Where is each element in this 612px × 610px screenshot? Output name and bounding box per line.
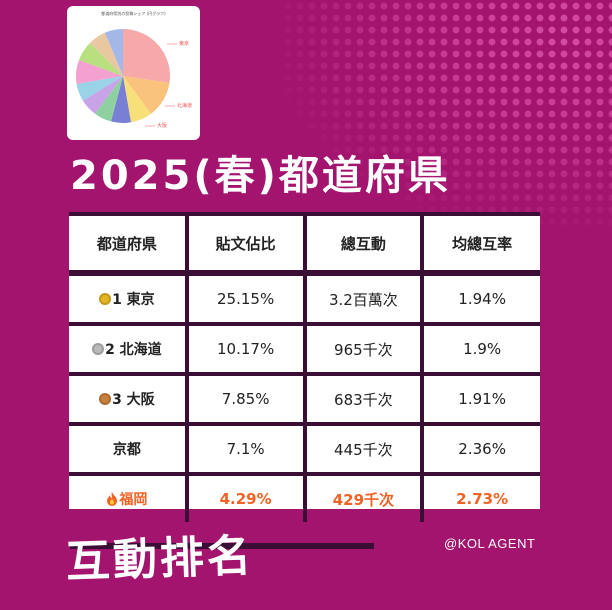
dot-pattern-decoration xyxy=(282,0,612,230)
share-cell: 7.85% xyxy=(186,374,307,426)
page-title: 2025(春)都道府県 xyxy=(70,153,451,199)
rate-cell: 2.73% xyxy=(456,490,509,508)
thumbnail-label-tokyo: 東京 xyxy=(179,40,189,47)
interactions-cell: 683千次 xyxy=(304,374,425,426)
ranking-table-container: 都道府県 貼文佔比 總互動 均總互率 1 東京 25.15% 3.2百萬次 1.… xyxy=(69,212,540,522)
silver-medal-icon xyxy=(92,343,105,355)
interactions-cell: 965千次 xyxy=(304,324,425,376)
thumbnail-label-osaka: 大阪 xyxy=(157,122,167,129)
share-cell: 25.15% xyxy=(186,273,307,326)
prefecture-name: 3 大阪 xyxy=(112,392,155,408)
pie-chart-thumbnail: 都道府県別の投稿シェア (円グラフ) 東京 北海道 大阪 xyxy=(67,6,200,140)
credit-text: @KOL AGENT xyxy=(444,536,536,551)
table-row: 2 北海道 10.17% 965千次 1.9% xyxy=(69,324,540,376)
gold-medal-icon xyxy=(99,293,112,305)
prefecture-cell: 福岡 xyxy=(69,474,189,522)
prefecture-name: 1 東京 xyxy=(112,292,155,308)
share-cell: 10.17% xyxy=(186,324,307,376)
prefecture-name: 福岡 xyxy=(119,492,148,508)
table-row: 1 東京 25.15% 3.2百萬次 1.94% xyxy=(69,273,540,326)
rate-cell: 1.91% xyxy=(422,374,540,426)
share-cell: 7.1% xyxy=(186,424,307,476)
interactions-cell: 429千次 xyxy=(304,474,425,522)
table-row: 京都 7.1% 445千次 2.36% xyxy=(69,424,540,476)
fire-icon xyxy=(107,492,118,506)
prefecture-cell: 2 北海道 xyxy=(69,324,189,376)
prefecture-name: 京都 xyxy=(112,442,141,458)
rate-cell: 1.94% xyxy=(422,273,540,326)
interactions-cell: 3.2百萬次 xyxy=(304,273,425,326)
interactions-cell: 445千次 xyxy=(304,424,425,476)
table-header-row: 都道府県 貼文佔比 總互動 均總互率 xyxy=(69,212,540,276)
rate-cell: 1.9% xyxy=(422,324,540,376)
ranking-table: 都道府県 貼文佔比 總互動 均總互率 1 東京 25.15% 3.2百萬次 1.… xyxy=(69,212,540,522)
thumbnail-label-hokkaido: 北海道 xyxy=(177,102,192,109)
pie-chart-graphic: 東京 北海道 大阪 xyxy=(75,29,192,129)
rate-cell: 2.36% xyxy=(422,424,540,476)
bronze-medal-icon xyxy=(99,393,112,405)
decorative-bar xyxy=(70,543,374,549)
header-prefecture: 都道府県 xyxy=(69,212,189,276)
prefecture-cell: 京都 xyxy=(69,424,189,476)
prefecture-name: 2 北海道 xyxy=(105,342,162,358)
header-share: 貼文佔比 xyxy=(186,212,307,276)
thumbnail-title: 都道府県別の投稿シェア (円グラフ) xyxy=(101,11,166,16)
header-rate: 均總互率 xyxy=(422,212,540,276)
share-cell: 4.29% xyxy=(186,474,307,522)
prefecture-cell: 1 東京 xyxy=(69,273,189,326)
table-row-highlighted: 福岡 4.29% 429千次 2.73% xyxy=(69,474,540,522)
table-row: 3 大阪 7.85% 683千次 1.91% xyxy=(69,374,540,426)
header-interactions: 總互動 xyxy=(304,212,425,276)
section-subtitle: 互動排名 xyxy=(65,530,255,588)
prefecture-cell: 3 大阪 xyxy=(69,374,189,426)
